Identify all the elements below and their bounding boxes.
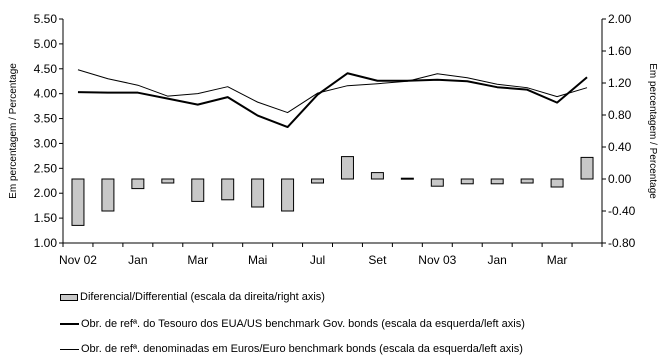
left-tick-label: 3.50 bbox=[34, 112, 58, 126]
lines-layer bbox=[77, 69, 588, 129]
differential-bar bbox=[101, 178, 115, 212]
legend-label-differential: Diferencial/Differential (escala da dire… bbox=[80, 291, 325, 303]
x-tick-label: Nov 02 bbox=[59, 253, 97, 267]
right-tick-label: 1.20 bbox=[608, 76, 632, 90]
axes-layer bbox=[59, 18, 606, 247]
x-tick-label: Nov 03 bbox=[418, 253, 456, 267]
left-tick-label: 2.50 bbox=[34, 161, 58, 175]
differential-bar bbox=[281, 178, 295, 212]
differential-bar bbox=[400, 177, 414, 180]
right-tick-label: -0.80 bbox=[608, 236, 636, 250]
left-tick-label: 4.50 bbox=[34, 62, 58, 76]
left-tick-label: 1.00 bbox=[34, 236, 58, 250]
us-bonds-line bbox=[77, 72, 588, 129]
left-tick-label: 5.00 bbox=[34, 37, 58, 51]
right-tick-label: 0.80 bbox=[608, 108, 632, 122]
differential-bar bbox=[430, 178, 444, 187]
differential-bar bbox=[370, 172, 384, 180]
left-tick-label: 5.50 bbox=[34, 12, 58, 26]
left-axis-title: Em percentagem / Percentage bbox=[8, 63, 19, 199]
differential-bar bbox=[251, 178, 265, 208]
differential-bar bbox=[161, 178, 175, 184]
right-tick-label: 0.00 bbox=[608, 172, 632, 186]
right-axis-title: Em percentagem / Percentage bbox=[647, 63, 658, 199]
right-tick-label: -0.40 bbox=[608, 204, 636, 218]
legend-label-euro-bonds: Obr. de refª. denominadas em Euros/Euro … bbox=[81, 343, 523, 355]
x-tick-label: Set bbox=[368, 253, 387, 267]
right-tick-label: 0.40 bbox=[608, 140, 632, 154]
left-tick-label: 4.00 bbox=[34, 87, 58, 101]
differential-bar bbox=[550, 178, 564, 188]
differential-bar bbox=[221, 178, 235, 201]
legend-swatch-thick-line bbox=[60, 323, 79, 325]
x-tick-label: Mar bbox=[547, 253, 568, 267]
right-tick-label: 2.00 bbox=[608, 12, 632, 26]
x-tick-label: Jan bbox=[128, 253, 147, 267]
x-tick-label: Mai bbox=[248, 253, 267, 267]
differential-bar bbox=[340, 156, 354, 180]
differential-bar bbox=[490, 178, 504, 185]
left-tick-label: 2.00 bbox=[34, 186, 58, 200]
right-tick-label: 1.60 bbox=[608, 44, 632, 58]
differential-bar bbox=[580, 156, 594, 180]
labels-layer: 1.00 1.50 2.00 2.50 3.00 3.50 4.00 4.50 5.00 5.50… bbox=[8, 12, 658, 267]
legend-swatch-bar bbox=[60, 293, 78, 301]
left-tick-label: 1.50 bbox=[34, 211, 58, 225]
x-tick-label: Jul bbox=[310, 253, 325, 267]
x-tick-label: Jan bbox=[488, 253, 507, 267]
left-tick-label: 3.00 bbox=[34, 136, 58, 150]
legend-item-differential: Diferencial/Differential (escala da dire… bbox=[60, 291, 325, 303]
euro-bonds-line bbox=[77, 69, 588, 114]
differential-bar bbox=[191, 178, 205, 202]
bars-layer bbox=[71, 156, 594, 226]
differential-bar bbox=[131, 178, 145, 190]
legend-item-us-bonds: Obr. de refª. do Tesouro dos EUA/US benc… bbox=[60, 318, 525, 330]
x-tick-label: Mar bbox=[187, 253, 208, 267]
legend-label-us-bonds: Obr. de refª. do Tesouro dos EUA/US benc… bbox=[81, 318, 525, 330]
differential-bar bbox=[311, 178, 325, 184]
legend-item-euro-bonds: Obr. de refª. denominadas em Euros/Euro … bbox=[60, 343, 523, 355]
legend-swatch-thin-line bbox=[60, 348, 79, 350]
differential-bar bbox=[460, 178, 474, 185]
differential-bar bbox=[520, 178, 534, 184]
differential-bar bbox=[71, 178, 85, 226]
